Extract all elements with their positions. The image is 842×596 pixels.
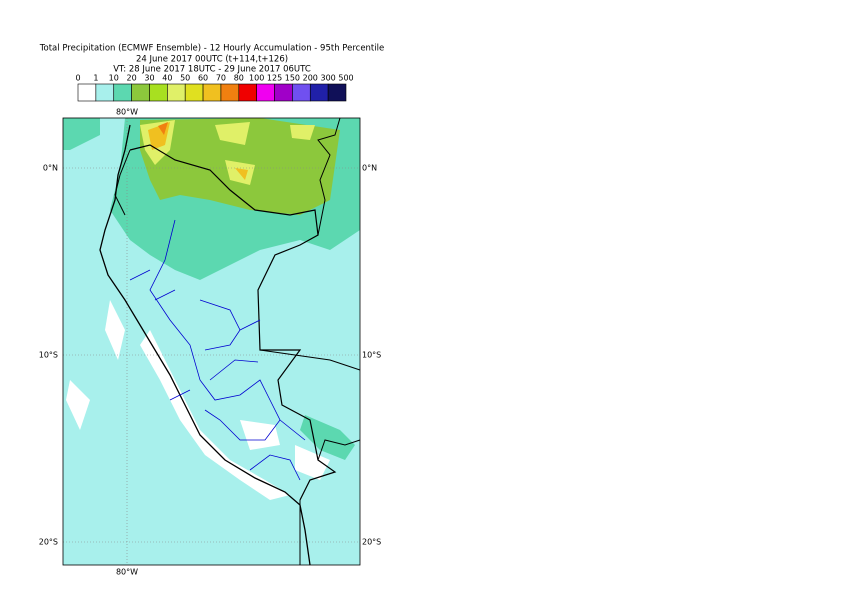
legend-swatch: [131, 83, 150, 102]
legend-swatch: [292, 83, 311, 102]
legend-label: 125: [267, 74, 282, 83]
map-area: [62, 117, 361, 566]
legend-label: 30: [144, 74, 154, 83]
legend-label: 20: [127, 74, 137, 83]
legend-label: 1: [93, 74, 98, 83]
latitude-label: 10°S: [39, 351, 58, 360]
latitude-label: 20°S: [362, 538, 381, 547]
dry-area: [140, 330, 290, 500]
legend-label: 50: [180, 74, 190, 83]
legend-swatch: [274, 83, 293, 102]
region-border: [129, 219, 306, 481]
legend-swatch: [184, 83, 204, 102]
country-border: [114, 117, 361, 565]
legend-swatch: [95, 83, 115, 102]
latitude-label: 20°S: [39, 538, 58, 547]
legend-label: 300: [320, 74, 335, 83]
legend-label: 100: [249, 74, 264, 83]
coastline: [99, 124, 311, 566]
legend-swatch: [113, 83, 132, 102]
legend-label: 60: [198, 74, 208, 83]
legend-swatch: [327, 83, 347, 102]
legend-swatch: [167, 83, 186, 102]
legend-label: 0: [75, 74, 80, 83]
legend-swatch: [256, 83, 275, 102]
latitude-label: 10°S: [362, 351, 381, 360]
legend-swatch: [238, 83, 257, 102]
legend-swatch: [77, 83, 97, 102]
precip-field: [158, 122, 168, 135]
precip-field: [63, 118, 110, 250]
legend-swatch: [202, 83, 222, 102]
legend-label: 150: [285, 74, 300, 83]
legend-swatch: [149, 83, 168, 102]
country-border: [129, 144, 337, 501]
title-line: VT: 28 June 2017 18UTC - 29 June 2017 06…: [113, 65, 311, 75]
legend-label: 40: [162, 74, 172, 83]
longitude-label: 80°W: [116, 568, 138, 577]
longitude-label: 80°W: [116, 108, 138, 117]
legend-label: 70: [216, 74, 226, 83]
precip-field: [140, 120, 315, 185]
dry-area: [66, 300, 330, 480]
title-line: 24 June 2017 00UTC (t+114,t+126): [136, 55, 288, 65]
map-frame: [62, 117, 361, 566]
legend-label: 10: [109, 74, 119, 83]
legend-label: 80: [234, 74, 244, 83]
legend-label: 500: [338, 74, 353, 83]
precip-field: [63, 118, 355, 460]
latitude-label: 0°N: [43, 164, 58, 173]
precip-field: [148, 122, 248, 180]
legend-label: 200: [303, 74, 318, 83]
legend-swatch: [220, 83, 240, 102]
title-line: Total Precipitation (ECMWF Ensemble) - 1…: [39, 44, 384, 54]
legend-swatch: [309, 83, 329, 102]
latitude-label: 0°N: [362, 164, 377, 173]
